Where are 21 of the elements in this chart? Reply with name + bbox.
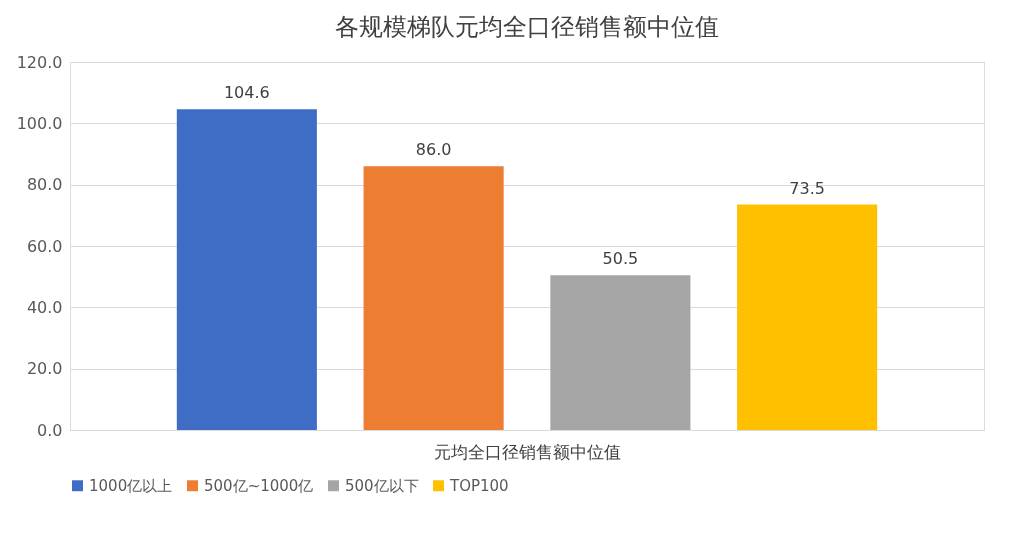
data-label: 50.5: [602, 249, 639, 269]
legend-label: 500亿~1000亿: [204, 476, 314, 495]
bar: [176, 109, 317, 430]
data-label: 104.6: [223, 83, 270, 103]
x-tick-label: 元均全口径销售额中位值: [433, 441, 621, 462]
y-tick-label: 60.0: [26, 236, 63, 256]
y-tick-label: 0.0: [37, 420, 63, 440]
legend-label: TOP100: [449, 476, 509, 495]
data-label: 86.0: [415, 140, 452, 160]
y-tick-label: 100.0: [16, 113, 63, 133]
chart-title: 各规模梯队元均全口径销售额中位值: [335, 13, 719, 41]
y-tick-label: 40.0: [26, 297, 63, 317]
legend-label: 500亿以下: [345, 476, 419, 495]
bar: [363, 166, 504, 430]
bar: [737, 204, 878, 430]
y-tick-label: 120.0: [16, 52, 63, 72]
y-tick-label: 80.0: [26, 175, 63, 195]
legend-label: 1000亿以上: [89, 476, 173, 495]
y-tick-label: 20.0: [26, 359, 63, 379]
bar: [550, 275, 691, 430]
data-label: 73.5: [789, 178, 825, 198]
